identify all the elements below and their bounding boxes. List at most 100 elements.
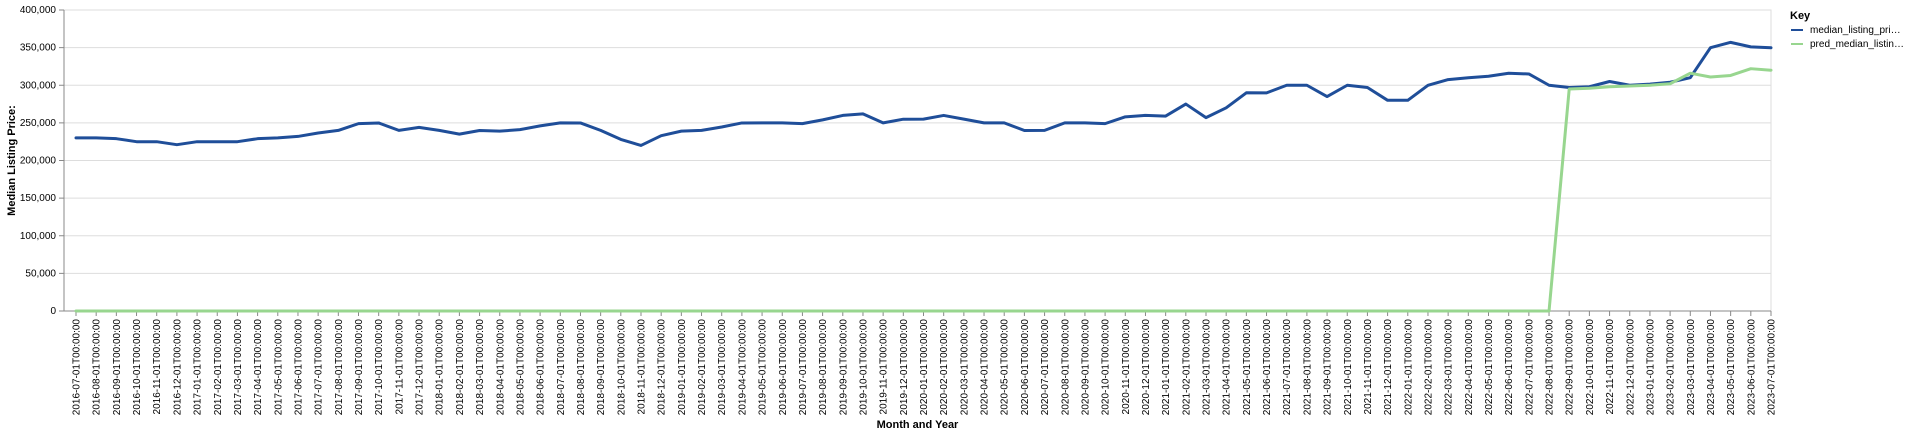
x-tick-label: 2019-01-01T00:00:00 xyxy=(677,319,688,416)
x-tick-label: 2018-11-01T00:00:00 xyxy=(637,319,648,415)
x-tick-label: 2018-01-01T00:00:00 xyxy=(435,319,446,416)
x-tick-label: 2021-08-01T00:00:00 xyxy=(1302,319,1313,416)
x-tick-label: 2022-04-01T00:00:00 xyxy=(1464,319,1475,416)
x-tick-label: 2020-06-01T00:00:00 xyxy=(1020,319,1031,416)
x-tick-label: 2017-07-01T00:00:00 xyxy=(314,319,325,416)
x-tick-label: 2023-05-01T00:00:00 xyxy=(1726,319,1737,416)
legend-label: median_listing_pri… xyxy=(1810,25,1901,36)
x-tick-label: 2017-01-01T00:00:00 xyxy=(193,319,204,416)
x-tick-label: 2017-11-01T00:00:00 xyxy=(394,319,405,415)
series-line-1 xyxy=(74,40,1773,147)
x-tick-label: 2021-03-01T00:00:00 xyxy=(1202,319,1213,416)
x-tick-label: 2021-02-01T00:00:00 xyxy=(1181,319,1192,416)
y-tick-label: 300,000 xyxy=(20,80,57,91)
x-tick-label: 2022-06-01T00:00:00 xyxy=(1504,319,1515,416)
x-tick-label: 2016-09-01T00:00:00 xyxy=(112,319,123,416)
x-tick-label: 2019-07-01T00:00:00 xyxy=(798,319,809,416)
x-tick-label: 2022-10-01T00:00:00 xyxy=(1585,319,1596,416)
x-tick-label: 2022-08-01T00:00:00 xyxy=(1545,319,1556,416)
legend: Key median_listing_pri… pred_median_listi… xyxy=(1790,10,1904,50)
x-tick-label: 2022-11-01T00:00:00 xyxy=(1605,319,1616,415)
x-tick-label: 2020-08-01T00:00:00 xyxy=(1060,319,1071,416)
x-tick-label: 2018-10-01T00:00:00 xyxy=(616,319,627,416)
x-tick-label: 2018-03-01T00:00:00 xyxy=(475,319,486,416)
x-tick-label: 2019-12-01T00:00:00 xyxy=(899,319,910,416)
x-tick-label: 2022-12-01T00:00:00 xyxy=(1625,319,1636,416)
x-tick-label: 2021-04-01T00:00:00 xyxy=(1222,319,1233,416)
x-tick-label: 2019-04-01T00:00:00 xyxy=(737,319,748,416)
x-tick-label: 2020-05-01T00:00:00 xyxy=(1000,319,1011,416)
grid-lines xyxy=(63,9,1772,312)
x-tick-label: 2022-01-01T00:00:00 xyxy=(1403,319,1414,416)
x-tick-label: 2021-11-01T00:00:00 xyxy=(1363,319,1374,415)
y-tick-label: 400,000 xyxy=(20,5,57,16)
y-tick-label: 0 xyxy=(50,306,56,317)
x-tick-label: 2020-01-01T00:00:00 xyxy=(919,319,930,416)
x-tick-label: 2019-08-01T00:00:00 xyxy=(818,319,829,416)
x-tick-label: 2021-07-01T00:00:00 xyxy=(1282,319,1293,416)
x-tick-label: 2022-07-01T00:00:00 xyxy=(1524,319,1535,416)
series-line-2 xyxy=(74,67,1773,313)
x-tick-label: 2023-07-01T00:00:00 xyxy=(1767,319,1778,416)
x-tick-label: 2019-11-01T00:00:00 xyxy=(879,319,890,415)
y-tick-label: 350,000 xyxy=(20,43,57,54)
x-tick-label: 2019-10-01T00:00:00 xyxy=(858,319,869,416)
y-axis-title: Median Listing Price: xyxy=(6,105,18,216)
x-tick-label: 2020-03-01T00:00:00 xyxy=(959,319,970,416)
x-tick-label: 2020-02-01T00:00:00 xyxy=(939,319,950,416)
x-tick-label: 2022-03-01T00:00:00 xyxy=(1444,319,1455,416)
x-tick-label: 2021-09-01T00:00:00 xyxy=(1323,319,1334,416)
x-tick-label: 2016-12-01T00:00:00 xyxy=(172,319,183,416)
x-tick-label: 2022-02-01T00:00:00 xyxy=(1423,319,1434,416)
x-tick-label: 2020-09-01T00:00:00 xyxy=(1080,319,1091,416)
x-tick-label: 2023-06-01T00:00:00 xyxy=(1746,319,1757,416)
x-tick-label: 2018-04-01T00:00:00 xyxy=(495,319,506,416)
y-tick-label: 50,000 xyxy=(25,268,56,279)
x-tick-label: 2017-10-01T00:00:00 xyxy=(374,319,385,416)
x-tick-label: 2021-10-01T00:00:00 xyxy=(1343,319,1354,416)
x-tick-label: 2017-04-01T00:00:00 xyxy=(253,319,264,416)
x-tick-label: 2021-06-01T00:00:00 xyxy=(1262,319,1273,416)
x-tick-label: 2017-03-01T00:00:00 xyxy=(233,319,244,416)
x-tick-label: 2017-02-01T00:00:00 xyxy=(213,319,224,416)
x-tick-label: 2019-05-01T00:00:00 xyxy=(758,319,769,416)
x-tick-label: 2016-07-01T00:00:00 xyxy=(72,319,83,416)
y-tick-label: 100,000 xyxy=(20,231,57,242)
x-tick-label: 2021-12-01T00:00:00 xyxy=(1383,319,1394,416)
series-lines xyxy=(74,40,1773,313)
x-tick-label: 2023-02-01T00:00:00 xyxy=(1666,319,1677,416)
x-tick-label: 2017-09-01T00:00:00 xyxy=(354,319,365,416)
x-tick-label: 2019-09-01T00:00:00 xyxy=(838,319,849,416)
y-tick-label: 250,000 xyxy=(20,118,57,129)
x-tick-label: 2023-04-01T00:00:00 xyxy=(1706,319,1717,416)
x-tick-label: 2019-02-01T00:00:00 xyxy=(697,319,708,416)
x-tick-label: 2020-07-01T00:00:00 xyxy=(1040,319,1051,416)
x-tick-label: 2018-02-01T00:00:00 xyxy=(455,319,466,416)
x-tick-label: 2022-05-01T00:00:00 xyxy=(1484,319,1495,416)
x-tick-label: 2017-06-01T00:00:00 xyxy=(293,319,304,416)
x-tick-label: 2019-06-01T00:00:00 xyxy=(778,319,789,416)
axes: 0 50,000 100,000 150,000 200,000 250,000 300,0… xyxy=(20,5,1778,415)
x-tick-label: 2021-05-01T00:00:00 xyxy=(1242,319,1253,416)
x-tick-label: 2017-08-01T00:00:00 xyxy=(334,319,345,416)
x-tick-label: 2018-05-01T00:00:00 xyxy=(515,319,526,416)
x-tick-label: 2017-05-01T00:00:00 xyxy=(273,319,284,416)
x-axis-title: Month and Year xyxy=(877,419,959,431)
x-tick-label: 2020-04-01T00:00:00 xyxy=(980,319,991,416)
x-tick-label: 2021-01-01T00:00:00 xyxy=(1161,319,1172,416)
x-tick-label: 2020-10-01T00:00:00 xyxy=(1101,319,1112,416)
x-tick-label: 2020-12-01T00:00:00 xyxy=(1141,319,1152,416)
legend-label: pred_median_listin… xyxy=(1810,39,1904,50)
y-tick-label: 200,000 xyxy=(20,156,57,167)
x-tick-label: 2018-12-01T00:00:00 xyxy=(657,319,668,416)
y-tick-label: 150,000 xyxy=(20,193,57,204)
x-tick-label: 2016-08-01T00:00:00 xyxy=(92,319,103,416)
x-tick-label: 2018-07-01T00:00:00 xyxy=(556,319,567,416)
x-tick-label: 2020-11-01T00:00:00 xyxy=(1121,319,1132,415)
x-tick-label: 2016-11-01T00:00:00 xyxy=(152,319,163,415)
x-tick-label: 2016-10-01T00:00:00 xyxy=(132,319,143,416)
x-tick-label: 2018-09-01T00:00:00 xyxy=(596,319,607,416)
x-tick-label: 2018-08-01T00:00:00 xyxy=(576,319,587,416)
